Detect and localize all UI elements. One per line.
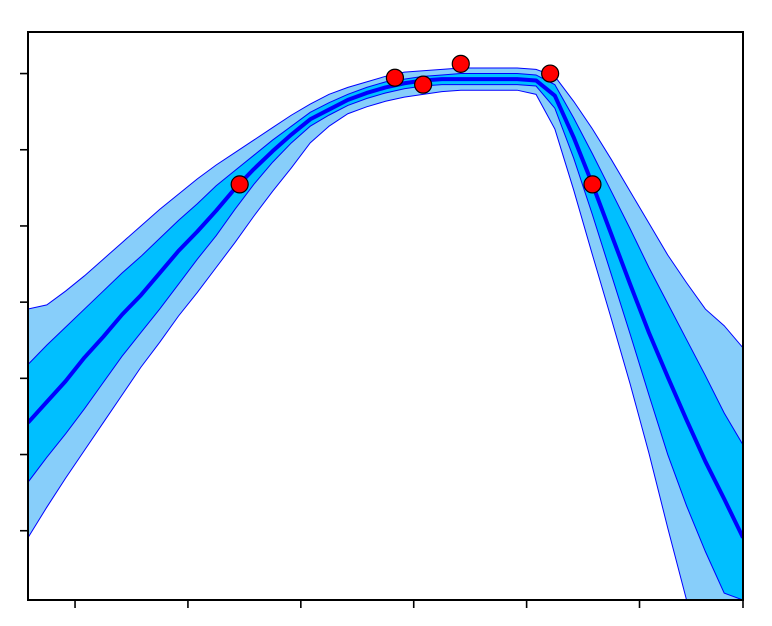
observation-point-3: [414, 75, 433, 94]
observation-point-1: [230, 175, 249, 194]
mean-line: [28, 77, 743, 539]
observation-point-6: [583, 175, 602, 194]
plot-area: [28, 54, 743, 600]
axes: [20, 31, 744, 608]
observation-point-2: [385, 68, 405, 87]
observation-point-5: [541, 64, 560, 83]
inner-confidence-band: [28, 73, 743, 600]
axes-frame: [27, 31, 744, 601]
observation-point-4: [451, 54, 470, 73]
